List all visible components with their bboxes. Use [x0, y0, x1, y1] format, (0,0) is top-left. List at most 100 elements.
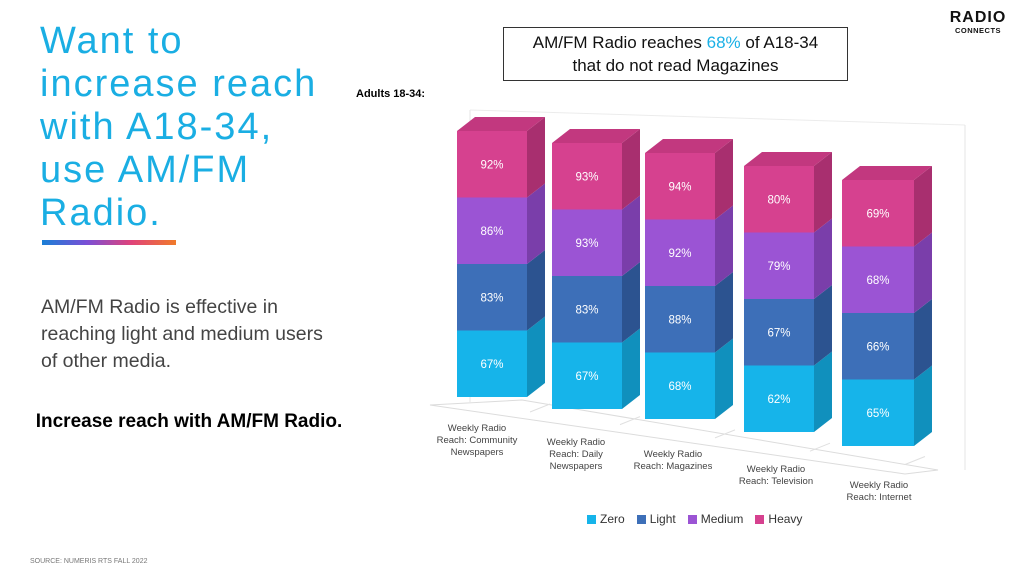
logo-sub-text: CONNECTS	[954, 26, 1002, 35]
data-label: 92%	[480, 159, 503, 171]
floor-divider	[809, 442, 831, 452]
data-label: 93%	[575, 171, 598, 183]
data-label: 62%	[767, 394, 790, 406]
data-label: 67%	[767, 327, 790, 339]
callout-line-1: AM/FM Radio reaches 68% of A18-34	[504, 31, 847, 54]
data-label: 83%	[575, 304, 598, 316]
category-label: Weekly Radio	[448, 423, 506, 434]
data-label: 88%	[668, 314, 691, 326]
headline-line: use AM/FM	[40, 149, 251, 191]
bar-segment-side	[715, 139, 733, 220]
headline: Want to increase reach with A18-34, use …	[40, 20, 360, 235]
bar-segment-front	[744, 299, 814, 366]
bar-segment-front	[842, 246, 914, 313]
bar-segment-side	[715, 338, 733, 419]
legend-label: Light	[649, 512, 676, 526]
legend-item: Light	[636, 512, 676, 526]
bar-segment-side	[622, 262, 640, 343]
legend-swatch	[755, 514, 765, 524]
floor-divider	[529, 403, 551, 413]
bar-stack: 67% 83% 93% 93%	[552, 129, 640, 409]
callout-prefix: AM/FM Radio reaches	[532, 33, 707, 52]
floor-divider	[619, 416, 641, 426]
bar-segment-front	[457, 197, 527, 264]
bar-segment-side	[715, 272, 733, 353]
callout-box: AM/FM Radio reaches 68% of A18-34 that d…	[503, 27, 848, 81]
headline-line: increase reach	[40, 63, 318, 105]
chart-subtitle: Adults 18-34:	[356, 88, 426, 100]
bar-segment-top	[645, 139, 733, 153]
bar-segment-side	[914, 299, 932, 380]
bar-segment-front	[457, 131, 527, 198]
back-wall-top	[469, 109, 966, 126]
data-label: 67%	[480, 359, 503, 371]
legend-swatch	[587, 514, 596, 524]
bar-segment-side	[814, 351, 832, 432]
bar-segment-front	[552, 276, 622, 343]
data-label: 92%	[668, 248, 691, 260]
data-label: 79%	[767, 261, 790, 273]
legend-label: Heavy	[768, 512, 803, 526]
bar-stack: 68% 88% 92% 94%	[645, 139, 733, 419]
bar-segment-side	[527, 316, 545, 397]
data-label: 66%	[866, 341, 889, 353]
bar-stack: 67% 83% 86% 92%	[457, 117, 545, 397]
category-label: Weekly Radio	[747, 464, 805, 475]
chart-floor	[429, 109, 966, 475]
callout-middle: of A18-34	[740, 33, 819, 52]
data-label: 67%	[575, 371, 598, 383]
headline-line: Want to	[40, 20, 184, 62]
bar-segment-side	[914, 232, 932, 313]
callout-highlight: 68%	[706, 33, 741, 52]
bar-segment-front	[645, 219, 715, 286]
bar-segment-front	[552, 342, 622, 409]
data-label: 69%	[866, 208, 889, 220]
category-label: Weekly Radio	[850, 480, 908, 491]
bar-segment-front	[552, 209, 622, 276]
category-label: Weekly Radio	[644, 449, 702, 460]
category-label: Newspapers	[451, 447, 504, 458]
legend-item: Zero	[587, 512, 625, 526]
category-label: Newspapers	[550, 461, 603, 472]
bar-segment-side	[527, 183, 545, 264]
body-text: AM/FM Radio is effective in reaching lig…	[41, 296, 323, 372]
category-label: Reach: Internet	[847, 492, 912, 503]
bar-segment-top	[552, 129, 640, 143]
bar-stack: 62% 67% 79% 80%	[744, 152, 832, 432]
category-label: Reach: Television	[739, 476, 813, 487]
legend-label: Zero	[600, 512, 625, 526]
bar-segment-front	[744, 166, 814, 233]
data-label: 94%	[668, 181, 691, 193]
bar-segment-side	[814, 152, 832, 233]
bar-segment-front	[457, 264, 527, 331]
bar-segment-top	[744, 152, 832, 166]
data-label: 93%	[575, 238, 598, 250]
legend-swatch	[687, 514, 697, 524]
floor-divider	[714, 429, 736, 439]
bar-segment-front	[842, 379, 914, 446]
bar-segment-top	[457, 117, 545, 131]
floor-divider	[904, 456, 926, 465]
chart-legend: Zero Light Medium Heavy	[587, 512, 802, 526]
category-label: Reach: Community	[437, 435, 518, 446]
data-label: 86%	[480, 226, 503, 238]
legend-label: Medium	[700, 512, 744, 526]
bar-segment-front	[645, 286, 715, 353]
category-label: Reach: Magazines	[634, 461, 713, 472]
data-label: 68%	[668, 381, 691, 393]
bar-segment-side	[814, 285, 832, 366]
bar-segment-side	[622, 195, 640, 276]
bar-segment-side	[914, 365, 932, 446]
bar-segment-front	[842, 180, 914, 247]
floor-outline	[429, 399, 939, 475]
callout-line-2: that do not read Magazines	[572, 56, 779, 75]
source-note: SOURCE: NUMERIS RTS FALL 2022	[30, 558, 148, 565]
data-label: 68%	[866, 275, 889, 287]
bar-segment-side	[715, 205, 733, 286]
bar-segment-front	[842, 313, 914, 380]
bar-segment-front	[645, 153, 715, 220]
call-to-action: Increase reach with AM/FM Radio.	[35, 411, 343, 432]
headline-line: Radio.	[40, 192, 162, 234]
legend-item: Medium	[687, 512, 744, 526]
